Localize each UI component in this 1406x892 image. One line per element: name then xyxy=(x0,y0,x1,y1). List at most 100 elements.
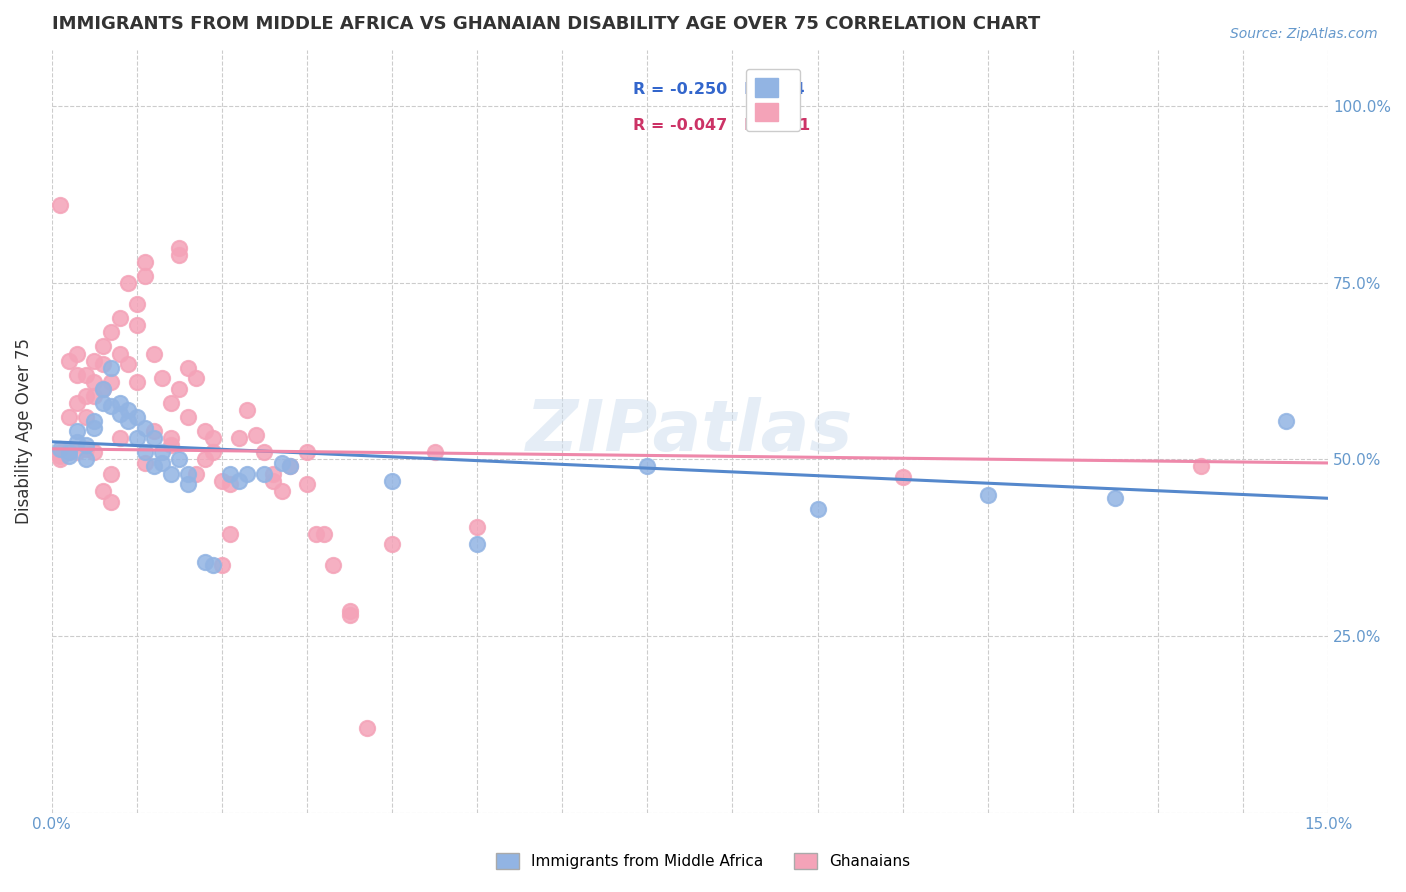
Point xyxy=(100,495,122,509)
Point xyxy=(100,326,122,340)
Point xyxy=(75,410,97,425)
Point xyxy=(186,371,208,385)
Point xyxy=(891,470,914,484)
Text: ZIPatlas: ZIPatlas xyxy=(526,397,853,466)
Point xyxy=(91,357,114,371)
Point xyxy=(83,420,105,434)
Point xyxy=(83,353,105,368)
Point xyxy=(465,519,488,533)
Point xyxy=(66,346,89,360)
Point xyxy=(169,382,191,396)
Point xyxy=(339,604,361,618)
Point xyxy=(75,442,97,456)
Point xyxy=(202,445,225,459)
Point xyxy=(58,445,80,459)
Point xyxy=(49,452,72,467)
Point xyxy=(1189,459,1212,474)
Point xyxy=(211,474,233,488)
Point xyxy=(108,431,131,445)
Point xyxy=(194,424,217,438)
Point xyxy=(75,452,97,467)
Legend: , : , xyxy=(747,69,800,130)
Point xyxy=(177,467,200,481)
Point xyxy=(58,353,80,368)
Point xyxy=(278,459,301,474)
Point xyxy=(125,375,148,389)
Point xyxy=(108,407,131,421)
Point xyxy=(75,389,97,403)
Point xyxy=(219,477,242,491)
Point xyxy=(270,456,292,470)
Point xyxy=(134,445,156,459)
Point xyxy=(125,410,148,425)
Point xyxy=(177,410,200,425)
Point xyxy=(186,467,208,481)
Point xyxy=(150,445,173,459)
Point xyxy=(49,198,72,212)
Point xyxy=(125,297,148,311)
Point xyxy=(91,382,114,396)
Point xyxy=(253,467,276,481)
Point xyxy=(58,410,80,425)
Point xyxy=(381,474,404,488)
Point xyxy=(219,526,242,541)
Legend: Immigrants from Middle Africa, Ghanaians: Immigrants from Middle Africa, Ghanaians xyxy=(489,847,917,875)
Point xyxy=(58,449,80,463)
Point xyxy=(356,721,378,735)
Point xyxy=(91,484,114,499)
Point xyxy=(270,484,292,499)
Point xyxy=(322,558,344,573)
Point xyxy=(253,445,276,459)
Point xyxy=(236,403,259,417)
Point xyxy=(1104,491,1126,506)
Point xyxy=(66,434,89,449)
Point xyxy=(125,318,148,333)
Text: IMMIGRANTS FROM MIDDLE AFRICA VS GHANAIAN DISABILITY AGE OVER 75 CORRELATION CHA: IMMIGRANTS FROM MIDDLE AFRICA VS GHANAIA… xyxy=(52,15,1040,33)
Point xyxy=(219,467,242,481)
Point xyxy=(245,427,267,442)
Point xyxy=(134,254,156,268)
Point xyxy=(142,459,165,474)
Point xyxy=(83,414,105,428)
Point xyxy=(262,474,284,488)
Point xyxy=(49,445,72,459)
Point xyxy=(177,360,200,375)
Point xyxy=(202,558,225,573)
Point xyxy=(66,445,89,459)
Point xyxy=(100,375,122,389)
Point xyxy=(304,526,326,541)
Point xyxy=(295,477,318,491)
Point xyxy=(134,456,156,470)
Point xyxy=(134,268,156,283)
Point xyxy=(66,396,89,410)
Point xyxy=(228,431,250,445)
Point xyxy=(236,467,259,481)
Point xyxy=(1274,414,1296,428)
Point xyxy=(58,442,80,456)
Point xyxy=(169,452,191,467)
Point xyxy=(423,445,446,459)
Y-axis label: Disability Age Over 75: Disability Age Over 75 xyxy=(15,338,32,524)
Text: R = -0.250   N = 44: R = -0.250 N = 44 xyxy=(633,82,804,97)
Point xyxy=(91,396,114,410)
Point xyxy=(806,501,828,516)
Point xyxy=(91,339,114,353)
Point xyxy=(169,241,191,255)
Point xyxy=(194,555,217,569)
Point xyxy=(49,449,72,463)
Point xyxy=(977,488,1000,502)
Point xyxy=(142,431,165,445)
Point xyxy=(262,467,284,481)
Point xyxy=(160,467,183,481)
Point xyxy=(295,445,318,459)
Point xyxy=(75,368,97,382)
Point xyxy=(117,403,139,417)
Point xyxy=(169,247,191,261)
Point xyxy=(177,477,200,491)
Point xyxy=(100,467,122,481)
Text: R = -0.047   N =  81: R = -0.047 N = 81 xyxy=(633,118,810,133)
Point xyxy=(117,276,139,290)
Point xyxy=(160,431,183,445)
Point xyxy=(108,396,131,410)
Point xyxy=(339,607,361,622)
